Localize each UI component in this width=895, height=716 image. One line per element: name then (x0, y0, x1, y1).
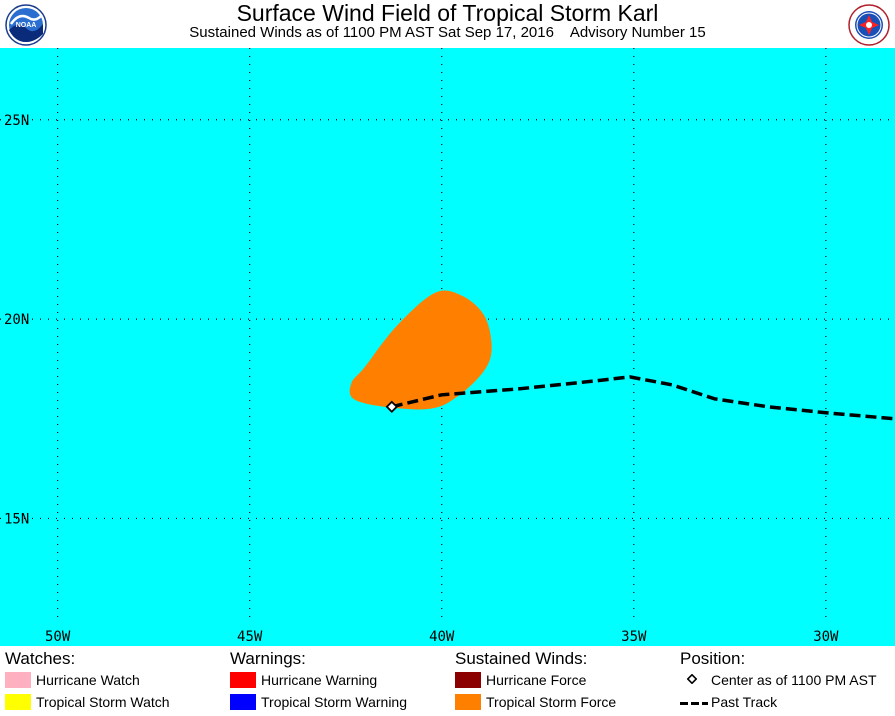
hurricane-force-swatch (455, 672, 481, 688)
legend-position-heading: Position: (680, 649, 746, 668)
legend-hurricane-warning: Hurricane Warning (261, 672, 378, 688)
tropical-storm-force-swatch (455, 694, 481, 710)
wind-field-map: 25N 20N 15N 50W 45W 40W 35W 30W (0, 48, 895, 646)
hurricane-watch-swatch (5, 672, 31, 688)
legend-hurricane-watch: Hurricane Watch (36, 672, 140, 688)
longitude-label: 45W (237, 629, 263, 645)
longitude-label: 50W (45, 629, 71, 645)
latitude-label: 15N (4, 511, 29, 527)
noaa-logo-icon: NOAA (5, 4, 47, 46)
map-subtitle: Sustained Winds as of 1100 PM AST Sat Se… (0, 24, 895, 42)
legend-hurricane-force: Hurricane Force (486, 672, 587, 688)
map-title: Surface Wind Field of Tropical Storm Kar… (236, 0, 659, 26)
tropical-storm-watch-swatch (5, 694, 31, 710)
center-diamond-icon (687, 674, 697, 684)
latitude-label: 20N (4, 312, 29, 328)
legend-winds-heading: Sustained Winds: (455, 649, 588, 668)
tropical-storm-warning-swatch (230, 694, 256, 710)
subtitle-advisory: Advisory Number 15 (569, 24, 706, 41)
legend: Watches: Hurricane Watch Tropical Storm … (0, 646, 895, 716)
longitude-label: 35W (621, 629, 647, 645)
tropical-storm-wind-field (349, 290, 492, 410)
header: NOAA Surface Wind Field of Tropical Stor… (0, 0, 895, 48)
subtitle-timestamp: Sustained Winds as of 1100 PM AST Sat Se… (189, 24, 554, 41)
nws-logo-icon (848, 4, 890, 46)
legend-tropical-storm-force: Tropical Storm Force (486, 694, 617, 710)
latitude-label: 25N (4, 113, 29, 129)
hurricane-warning-swatch (230, 672, 256, 688)
legend-watches-heading: Watches: (5, 649, 76, 668)
legend-warnings-heading: Warnings: (230, 649, 306, 668)
past-track-line (391, 375, 895, 421)
storm-center-marker[interactable] (385, 400, 399, 414)
longitude-label: 30W (813, 629, 839, 645)
legend-tropical-storm-watch: Tropical Storm Watch (36, 694, 170, 710)
longitude-label: 40W (429, 629, 455, 645)
longitude-labels: 50W 45W 40W 35W 30W (45, 629, 839, 645)
past-track-icon (680, 702, 708, 705)
legend-center-position: Center as of 1100 PM AST (711, 672, 877, 688)
legend-tropical-storm-warning: Tropical Storm Warning (261, 694, 408, 710)
noaa-logo-text: NOAA (16, 22, 37, 29)
latitude-labels: 25N 20N 15N (4, 113, 29, 528)
legend-past-track: Past Track (711, 694, 778, 710)
